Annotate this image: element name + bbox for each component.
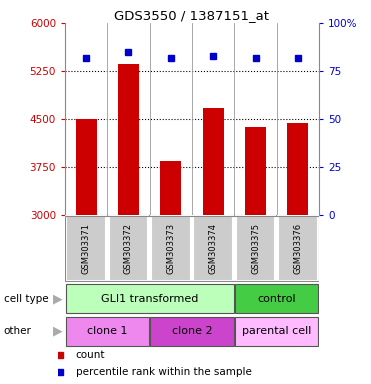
Bar <box>66 316 149 346</box>
Text: parental cell: parental cell <box>242 326 311 336</box>
Text: percentile rank within the sample: percentile rank within the sample <box>76 367 252 377</box>
Text: GSM303372: GSM303372 <box>124 223 133 274</box>
Text: control: control <box>257 293 296 304</box>
Title: GDS3550 / 1387151_at: GDS3550 / 1387151_at <box>115 9 269 22</box>
Text: cell type: cell type <box>4 293 48 304</box>
Text: GSM303371: GSM303371 <box>82 223 91 274</box>
Bar <box>235 284 318 313</box>
Bar <box>235 316 318 346</box>
Text: GLI1 transformed: GLI1 transformed <box>101 293 198 304</box>
Bar <box>193 217 233 281</box>
Text: GSM303374: GSM303374 <box>209 223 218 274</box>
Bar <box>66 217 106 281</box>
Bar <box>287 123 308 215</box>
Text: clone 2: clone 2 <box>172 326 212 336</box>
Bar <box>203 108 224 215</box>
Text: ▶: ▶ <box>53 325 62 338</box>
Bar <box>109 217 148 281</box>
Text: ▶: ▶ <box>53 292 62 305</box>
Bar <box>245 127 266 215</box>
Bar <box>160 161 181 215</box>
Bar <box>76 119 97 215</box>
Bar <box>236 217 275 281</box>
Bar <box>66 284 233 313</box>
Text: GSM303376: GSM303376 <box>293 223 302 274</box>
Bar <box>278 217 318 281</box>
Text: GSM303373: GSM303373 <box>166 223 175 274</box>
Text: GSM303375: GSM303375 <box>251 223 260 274</box>
Text: clone 1: clone 1 <box>87 326 128 336</box>
Bar <box>118 64 139 215</box>
Text: count: count <box>76 350 105 360</box>
Text: other: other <box>4 326 32 336</box>
Bar <box>151 217 191 281</box>
Bar <box>151 316 233 346</box>
